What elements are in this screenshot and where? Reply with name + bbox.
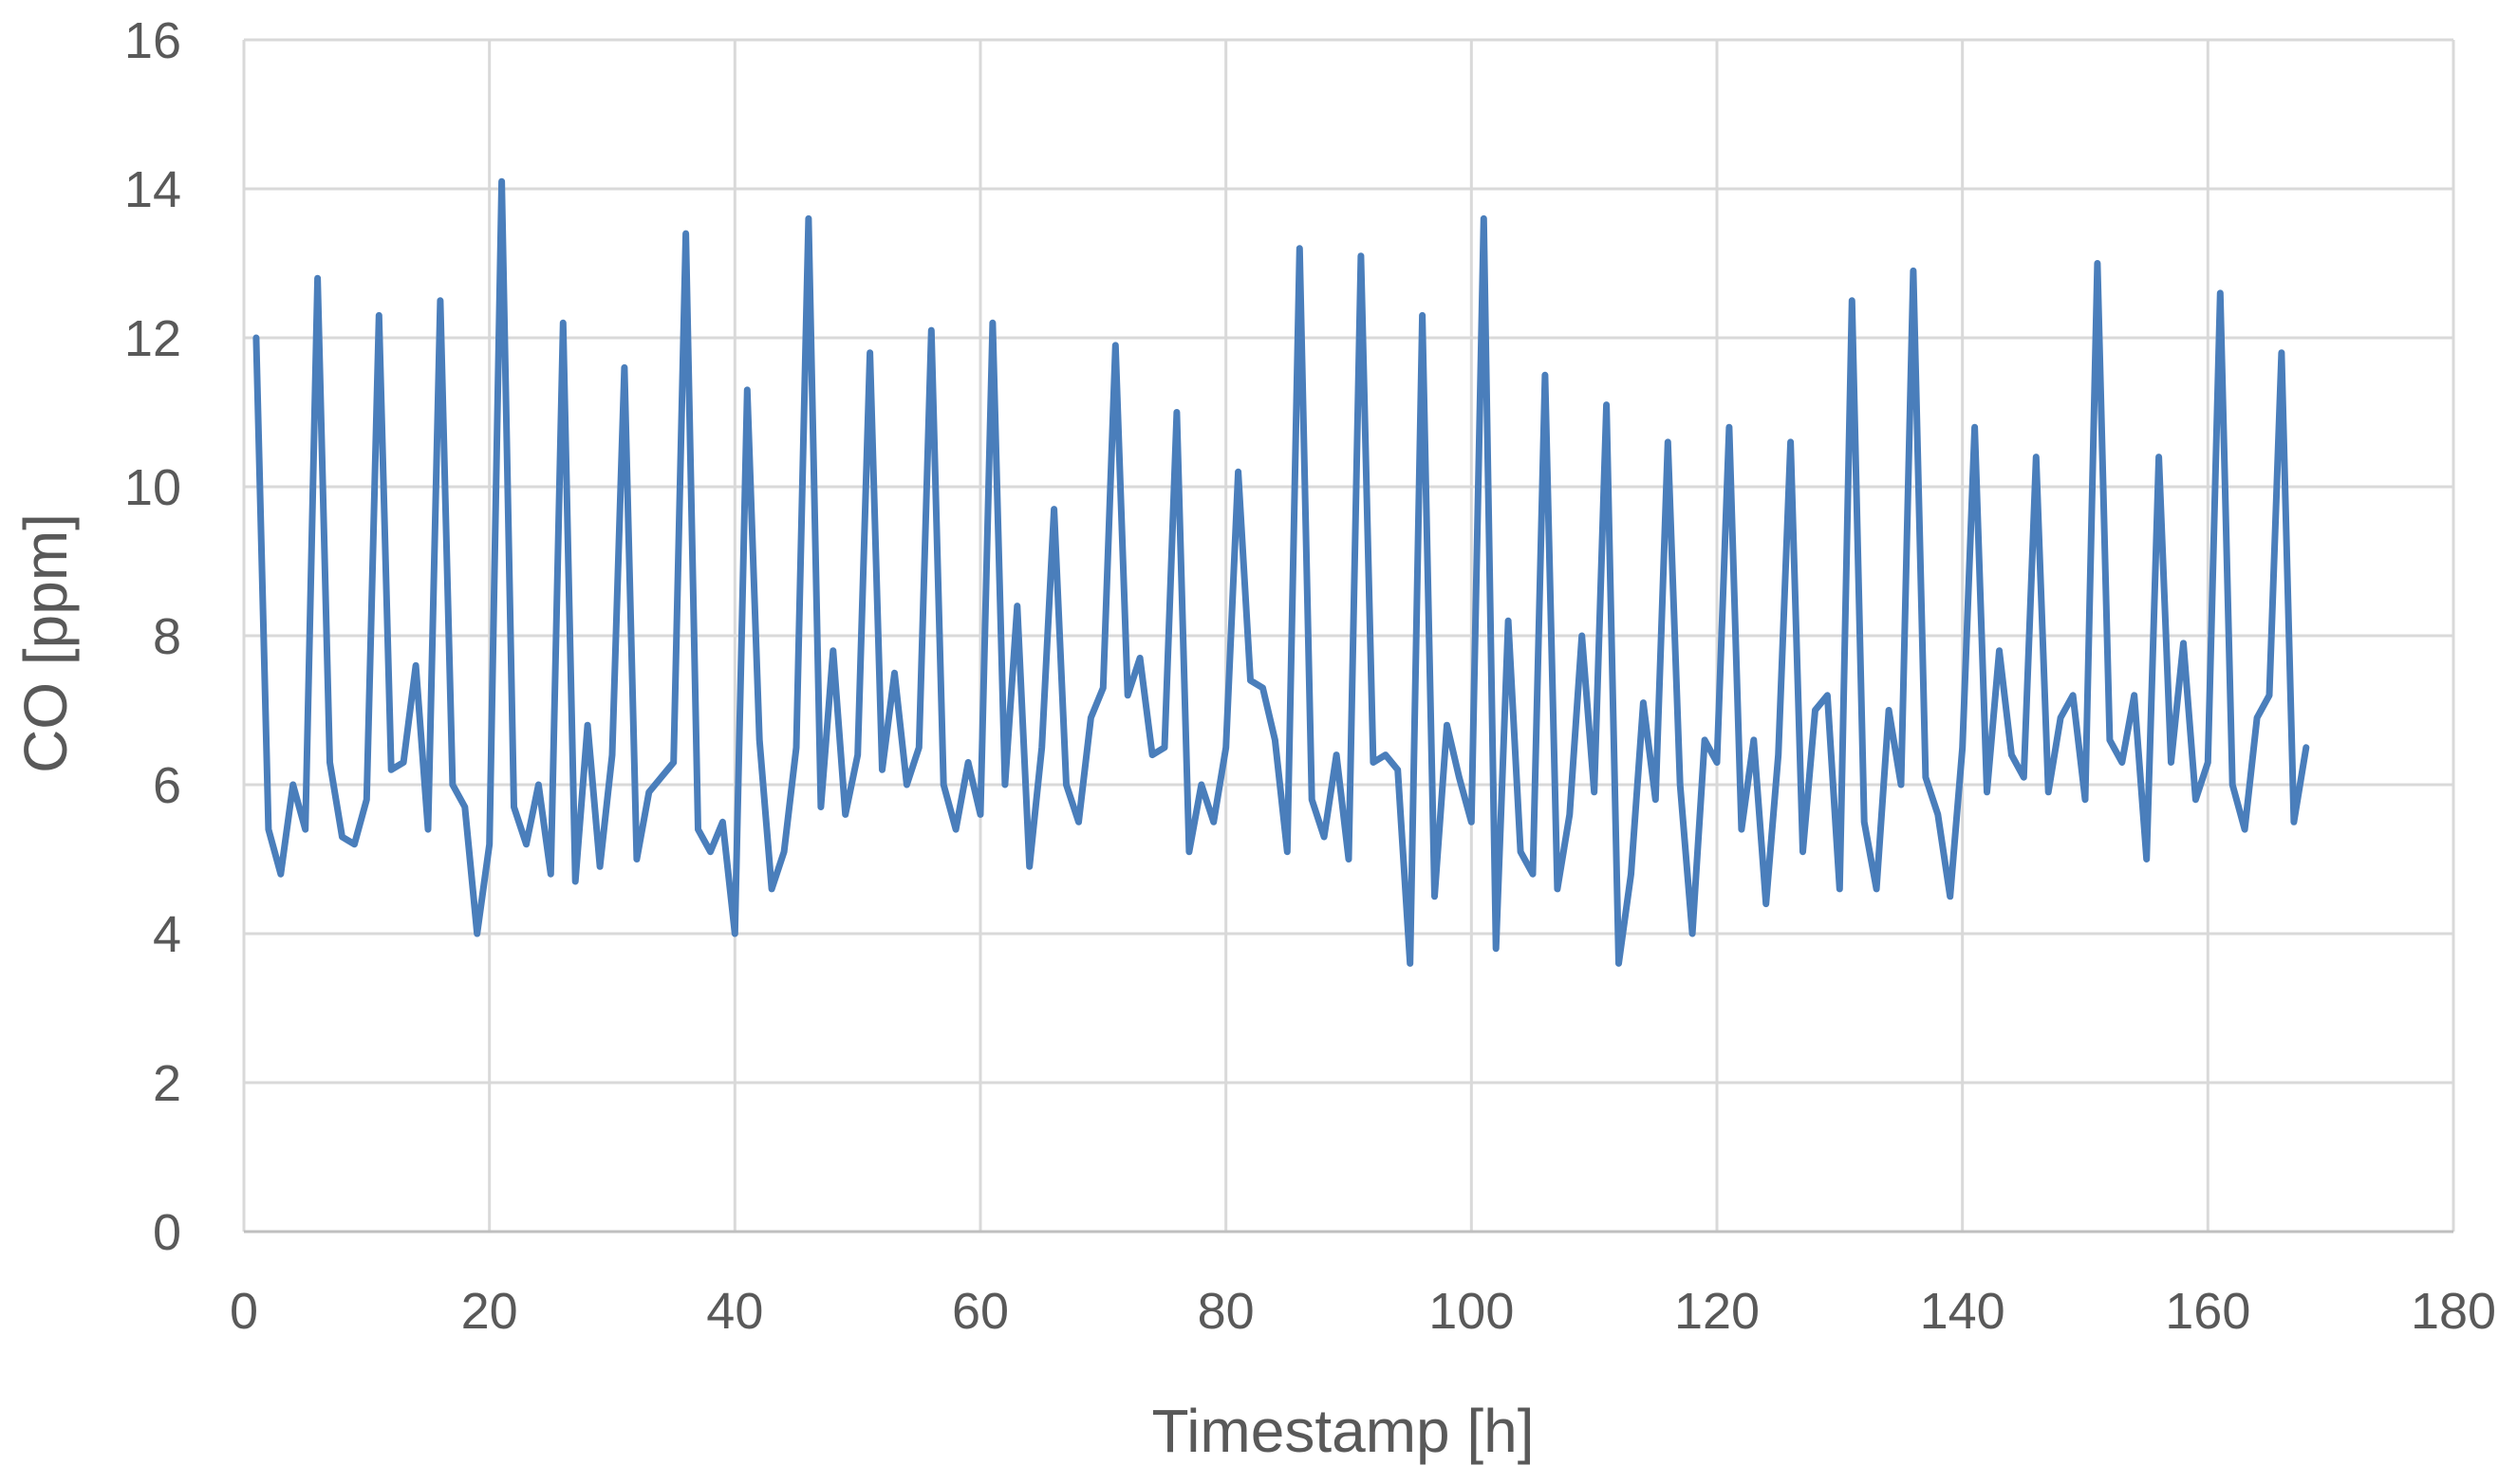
x-tick-label: 0 [230,1283,258,1340]
x-tick-labels: 0 20 40 60 80 100 120 140 160 180 [230,1283,2496,1340]
x-tick-label: 100 [1428,1283,1514,1340]
y-tick-label: 4 [153,906,181,963]
y-axis-title: CO [ppm] [11,513,80,773]
x-tick-label: 60 [952,1283,1009,1340]
x-axis-title: Timestamp [h] [1151,1397,1534,1465]
y-tick-label: 12 [124,310,181,367]
co-series-line [252,177,2310,967]
series-layer [252,177,2310,967]
y-tick-labels: 0 2 4 6 8 10 12 14 16 [124,12,181,1261]
y-tick-label: 10 [124,459,181,516]
x-tick-label: 80 [1198,1283,1255,1340]
x-tick-label: 120 [1674,1283,1760,1340]
y-tick-label: 16 [124,12,181,69]
x-tick-label: 140 [1920,1283,2005,1340]
y-tick-label: 14 [124,161,181,218]
x-tick-label: 180 [2411,1283,2496,1340]
gridlines [242,38,2455,1232]
x-tick-label: 160 [2165,1283,2250,1340]
y-tick-label: 6 [153,757,181,814]
x-tick-label: 20 [461,1283,518,1340]
y-tick-label: 8 [153,608,181,665]
y-tick-label: 2 [153,1055,181,1112]
y-tick-label: 0 [153,1204,181,1261]
x-tick-label: 40 [706,1283,763,1340]
